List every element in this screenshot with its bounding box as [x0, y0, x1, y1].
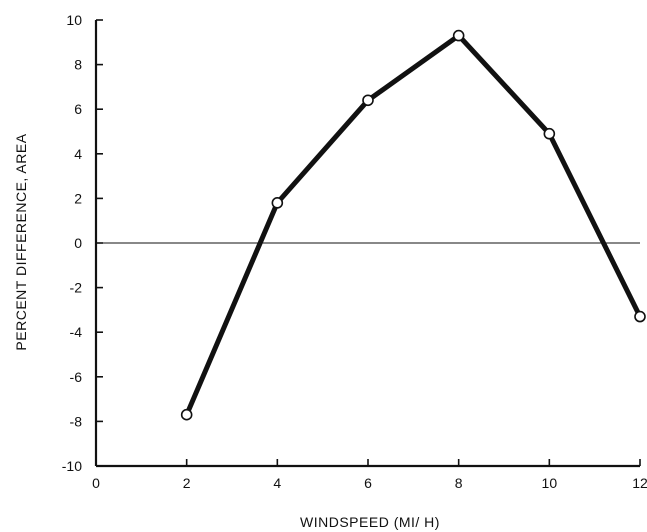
y-tick-label: -10	[62, 458, 82, 474]
x-tick-label: 0	[92, 475, 100, 491]
x-tick-label: 8	[455, 475, 463, 491]
x-tick-label: 2	[183, 475, 191, 491]
y-tick-label: 6	[74, 101, 82, 117]
axes	[94, 20, 640, 468]
data-point	[362, 94, 374, 107]
x-tick-label: 10	[542, 475, 558, 491]
y-axis-title: PERCENT DIFFERENCE, AREA	[13, 133, 29, 350]
data-point	[271, 197, 284, 209]
x-tick-label: 12	[632, 475, 647, 491]
y-tick-label: 4	[74, 146, 82, 162]
y-tick-label: -2	[70, 280, 83, 296]
y-tick-label: 8	[74, 57, 82, 73]
y-tick-label: -6	[70, 369, 83, 385]
y-tick-label: -4	[70, 324, 83, 340]
x-tick-label: 4	[273, 475, 281, 491]
x-axis-title: WINDSPEED (MI/ H)	[300, 514, 440, 530]
ticks: 10 8 6 4 2 0 -2 -4 -6 -8 -10 0 2 4 6 8 10 12	[62, 12, 647, 491]
data-point	[634, 310, 646, 323]
y-tick-label: -8	[70, 413, 83, 429]
data-point	[452, 29, 465, 42]
data-point	[543, 127, 556, 140]
y-tick-label: 2	[74, 190, 82, 206]
data-point	[180, 408, 193, 421]
series-line	[184, 33, 643, 418]
x-tick-label: 6	[364, 475, 372, 491]
y-tick-label: 10	[66, 12, 82, 28]
series	[180, 29, 646, 421]
y-tick-label: 0	[74, 235, 82, 251]
